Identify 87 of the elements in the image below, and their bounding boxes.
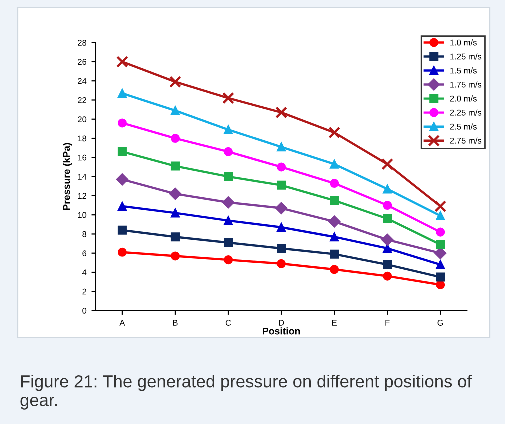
legend-label: 2.5 m/s [450, 124, 477, 130]
x-tick-label: F [386, 320, 390, 326]
y-axis-title: Pressure (kPa) [63, 143, 72, 210]
y-tick-label: 8 [82, 231, 87, 238]
point [169, 188, 182, 200]
point [330, 178, 340, 188]
point [277, 142, 286, 152]
y-tick-label: 28 [78, 40, 87, 46]
point [328, 126, 341, 139]
point [276, 106, 288, 119]
point [224, 238, 234, 248]
point [330, 250, 340, 259]
point [277, 259, 286, 268]
point [116, 174, 129, 186]
point [116, 56, 128, 68]
y-tick-label: 2 [82, 288, 87, 295]
point [170, 106, 180, 116]
point [222, 92, 234, 104]
y-tick-label: 16 [78, 154, 87, 161]
point [224, 147, 234, 156]
point [382, 158, 394, 170]
x-tick-label: B [173, 320, 178, 326]
point [118, 248, 127, 257]
legend-label: 1.5 m/s [450, 68, 477, 74]
point [118, 202, 127, 211]
x-tick-label: C [226, 320, 232, 326]
point [118, 89, 127, 98]
point [170, 232, 180, 242]
y-tick-label: 4 [82, 270, 87, 276]
legend-label: 2.75 m/s [450, 138, 482, 144]
point [224, 256, 234, 265]
point [436, 212, 446, 221]
point [436, 228, 446, 237]
x-tick-label: A [120, 320, 126, 326]
point [436, 272, 446, 282]
point [383, 201, 392, 210]
point [383, 272, 392, 281]
legend-label: 1.0 m/s [450, 40, 477, 46]
caption: Figure 21: The generated pressure on different positions of gear. [20, 375, 472, 410]
point [170, 134, 180, 144]
legend-label: 1.25 m/s [450, 54, 482, 60]
point [170, 76, 182, 88]
point [170, 208, 180, 218]
y-tick-label: 0 [82, 308, 87, 314]
y-tick-label: 26 [78, 59, 87, 66]
y-tick-label: 10 [78, 212, 87, 218]
point [330, 196, 340, 206]
x-tick-label: D [279, 320, 284, 326]
y-tick-label: 6 [82, 250, 87, 256]
point [170, 252, 180, 261]
point [383, 184, 392, 194]
y-tick-label: 24 [78, 78, 87, 84]
point [222, 196, 235, 209]
point [118, 147, 127, 156]
y-tick-label: 18 [78, 136, 87, 142]
legend-label: 2.0 m/s [450, 96, 477, 102]
x-tick-label: G [438, 320, 444, 326]
point [224, 172, 234, 182]
point [118, 118, 127, 128]
y-tick-label: 12 [78, 193, 87, 199]
point [330, 265, 340, 274]
y-tick-label: 22 [78, 97, 87, 104]
point [328, 216, 341, 228]
y-tick-label: 14 [78, 174, 87, 180]
point [275, 202, 288, 214]
point [383, 244, 392, 254]
point [330, 232, 340, 242]
point [277, 180, 286, 190]
point [383, 214, 392, 224]
point [170, 162, 180, 171]
x-tick-label: E [332, 320, 337, 326]
y-tick-label: 20 [78, 116, 87, 122]
point [436, 240, 446, 250]
point [383, 260, 392, 270]
point [436, 260, 446, 270]
point [224, 216, 234, 226]
point [381, 234, 394, 246]
point [277, 162, 286, 172]
point [118, 226, 127, 235]
point [224, 125, 234, 134]
point [330, 160, 340, 169]
x-axis-title: Position [263, 328, 300, 335]
legend-label: 2.25 m/s [450, 110, 482, 116]
point [277, 223, 286, 232]
point [277, 244, 286, 254]
legend-label: 1.75 m/s [450, 82, 482, 88]
point [434, 200, 447, 212]
